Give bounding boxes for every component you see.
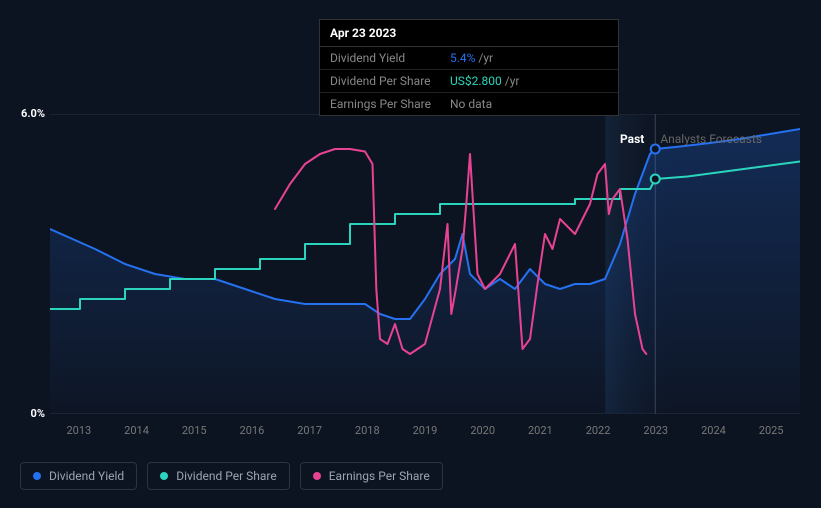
x-axis-label: 2024 — [693, 424, 733, 437]
tooltip-row-label: Dividend Per Share — [330, 74, 450, 88]
legend-item-dividend-per-share[interactable]: Dividend Per Share — [147, 462, 290, 490]
chart-container: Apr 23 2023 Dividend Yield5.4% /yrDivide… — [0, 0, 821, 508]
x-axis-label: 2015 — [174, 424, 214, 437]
x-axis-label: 2013 — [59, 424, 99, 437]
tooltip-date: Apr 23 2023 — [320, 20, 618, 47]
tooltip-row-label: Earnings Per Share — [330, 97, 450, 111]
chart-tabs: Past Analysts Forecasts — [620, 132, 762, 146]
tooltip-row-value: No data — [450, 97, 492, 111]
tab-past[interactable]: Past — [620, 132, 644, 146]
legend-item-dividend-yield[interactable]: Dividend Yield — [20, 462, 137, 490]
tooltip-row: Dividend Yield5.4% /yr — [320, 47, 618, 70]
legend-label: Dividend Yield — [49, 469, 124, 483]
legend-label: Dividend Per Share — [176, 469, 277, 483]
tooltip-row-label: Dividend Yield — [330, 51, 450, 65]
x-axis-label: 2021 — [520, 424, 560, 437]
x-axis-label: 2025 — [751, 424, 791, 437]
x-axis-label: 2014 — [117, 424, 157, 437]
tooltip-row-value: 5.4% /yr — [450, 51, 493, 65]
chart-tooltip: Apr 23 2023 Dividend Yield5.4% /yrDivide… — [319, 19, 619, 116]
tooltip-row: Earnings Per ShareNo data — [320, 93, 618, 115]
y-axis-label: 6.0% — [5, 107, 45, 120]
x-axis-label: 2016 — [232, 424, 272, 437]
y-axis-label: 0% — [5, 407, 45, 420]
x-axis-label: 2020 — [463, 424, 503, 437]
legend-item-earnings-per-share[interactable]: Earnings Per Share — [300, 462, 443, 490]
tooltip-row-value: US$2.800 /yr — [450, 74, 519, 88]
x-axis-label: 2018 — [347, 424, 387, 437]
x-axis-label: 2023 — [636, 424, 676, 437]
tab-analysts-forecasts[interactable]: Analysts Forecasts — [660, 132, 762, 146]
legend-label: Earnings Per Share — [329, 469, 430, 483]
x-axis-label: 2019 — [405, 424, 445, 437]
chart-legend: Dividend Yield Dividend Per Share Earnings… — [20, 462, 443, 490]
legend-dot-icon — [160, 472, 168, 480]
x-axis-label: 2017 — [290, 424, 330, 437]
tooltip-row: Dividend Per ShareUS$2.800 /yr — [320, 70, 618, 93]
legend-dot-icon — [313, 472, 321, 480]
legend-dot-icon — [33, 472, 41, 480]
chart-plot-area[interactable] — [50, 114, 800, 414]
x-axis-label: 2022 — [578, 424, 618, 437]
